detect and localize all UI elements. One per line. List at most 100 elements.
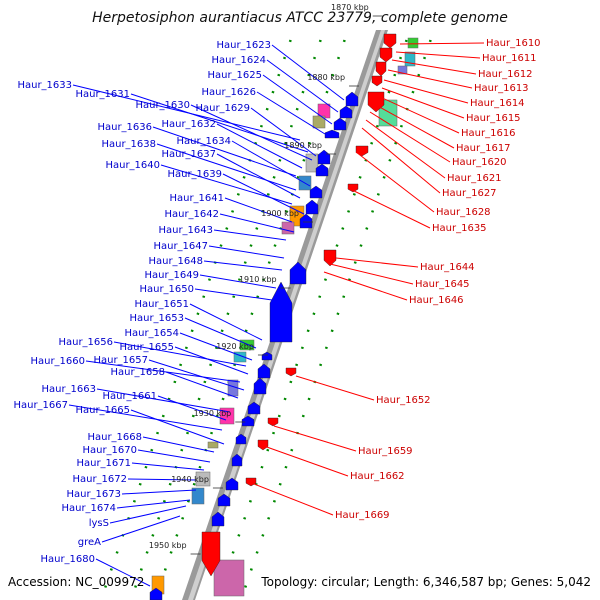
leader-line <box>369 111 451 163</box>
forward-gene <box>269 281 293 343</box>
gene-label-forward: Haur_1636 <box>97 122 152 133</box>
leader-line <box>263 445 349 477</box>
gene-label-reverse: Haur_1645 <box>415 279 470 290</box>
gene-label-forward: lysS <box>89 518 109 529</box>
leader-line <box>219 213 295 233</box>
leader-line <box>190 104 313 161</box>
forward-gene <box>247 401 261 415</box>
gene-label-forward: Haur_1647 <box>153 241 208 252</box>
forward-gene <box>333 117 347 131</box>
leader-line <box>273 425 357 452</box>
gene-label-forward: Haur_1639 <box>167 169 222 180</box>
gene-label-reverse: Haur_1644 <box>420 262 475 273</box>
content-box <box>207 441 219 449</box>
gene-label-forward: Haur_1670 <box>82 445 137 456</box>
leader-line <box>231 140 311 187</box>
leader-line <box>383 79 469 104</box>
leader-line <box>395 51 481 59</box>
leader-line <box>165 371 239 399</box>
leader-line <box>213 229 287 241</box>
leader-line <box>194 288 273 301</box>
kbp-tick-label: 1910 kbp <box>239 275 277 284</box>
forward-gene <box>217 493 231 507</box>
kbp-tick-label: 1880 kbp <box>307 73 345 82</box>
gene-label-reverse: Haur_1616 <box>461 128 516 139</box>
leader-line <box>68 404 223 431</box>
gene-label-forward: Haur_1668 <box>87 432 142 443</box>
forward-gene <box>225 477 239 491</box>
leader-line <box>127 478 197 481</box>
kbp-ticks: 1870 kbp 1880 kbp 1890 kbp 1900 kbp 1910 kbp… <box>149 3 383 555</box>
gene-label-forward: Haur_1650 <box>139 284 194 295</box>
leader-line <box>130 93 309 153</box>
leader-line <box>189 303 263 341</box>
leader-line <box>377 95 460 134</box>
content-box <box>407 37 419 49</box>
forward-gene <box>309 185 323 199</box>
gene-label-forward: Haur_1657 <box>93 355 148 366</box>
gene-label-forward: Haur_1648 <box>148 256 203 267</box>
gene-label-forward: Haur_1665 <box>75 405 130 416</box>
gene-label-reverse: Haur_1652 <box>376 395 431 406</box>
gene-label-forward: Haur_1661 <box>102 391 157 402</box>
forward-gene <box>211 511 225 527</box>
gene-label-forward: Haur_1671 <box>76 458 131 469</box>
gene-label-forward: Haur_1641 <box>169 193 224 204</box>
leader-line <box>399 42 485 45</box>
forward-gene <box>339 105 353 119</box>
forward-gene <box>289 261 307 285</box>
gene-label-forward: Haur_1623 <box>216 40 271 51</box>
accession-text: Accession: NC_009972 <box>8 575 144 589</box>
gene-label-reverse: Haur_1669 <box>335 510 390 521</box>
kbp-tick-label: 1870 kbp <box>331 3 369 12</box>
gene-label-reverse: Haur_1621 <box>447 173 502 184</box>
gene-label-forward: Haur_1625 <box>207 70 262 81</box>
gene-label-forward: Haur_1632 <box>161 119 216 130</box>
gene-label-forward: Haur_1674 <box>61 503 116 514</box>
leader-line <box>85 360 241 383</box>
gene-label-reverse: Haur_1613 <box>474 83 529 94</box>
gene-label-forward: Haur_1653 <box>129 313 184 324</box>
forward-gene <box>235 433 247 445</box>
leader-line <box>323 271 408 301</box>
gene-label-reverse: Haur_1614 <box>470 98 525 109</box>
gene-label-reverse: Haur_1627 <box>442 188 497 199</box>
leader-line <box>224 197 293 223</box>
leader-line <box>121 489 197 495</box>
gene-label-forward: Haur_1629 <box>195 103 250 114</box>
leader-line <box>208 245 285 259</box>
reverse-gene <box>323 249 337 267</box>
gene-label-forward: Haur_1643 <box>158 225 213 236</box>
leader-line <box>391 59 477 75</box>
leader-line <box>95 558 151 587</box>
content-box <box>195 471 211 487</box>
gene-label-forward: Haur_1649 <box>144 270 199 281</box>
gene-labels: Haur_1623 Haur_1624 Haur_1625 Haur_1626 Haur… <box>13 38 540 565</box>
gene-label-forward: Haur_1655 <box>119 342 174 353</box>
gene-label-forward: Haur_1626 <box>201 87 256 98</box>
gene-label-reverse: Haur_1628 <box>436 207 491 218</box>
gene-label-forward: Haur_1651 <box>134 299 189 310</box>
forward-gene <box>241 415 255 427</box>
reverse-gene <box>201 531 221 577</box>
gene-label-forward: Haur_1637 <box>161 149 216 160</box>
leader-line <box>271 44 345 101</box>
gene-label-forward: Haur_1680 <box>40 554 95 565</box>
leader-line <box>131 462 205 471</box>
leader-line <box>295 375 375 401</box>
gene-label-forward: Haur_1630 <box>135 100 190 111</box>
kbp-tick-label: 1950 kbp <box>149 541 187 550</box>
content-box <box>281 221 295 235</box>
gene-label-forward: greA <box>78 537 101 548</box>
leader-line <box>148 359 245 391</box>
forward-gene <box>324 129 340 139</box>
leader-line <box>142 436 215 453</box>
gene-label-forward: Haur_1673 <box>66 489 121 500</box>
gene-label-reverse: Haur_1620 <box>452 157 507 168</box>
map-title: Herpetosiphon aurantiacus ATCC 23779, co… <box>92 10 508 26</box>
leader-line <box>387 69 473 89</box>
leader-line <box>130 409 225 445</box>
gene-features <box>149 33 397 600</box>
leader-line <box>203 260 283 271</box>
forward-gene <box>149 587 163 600</box>
